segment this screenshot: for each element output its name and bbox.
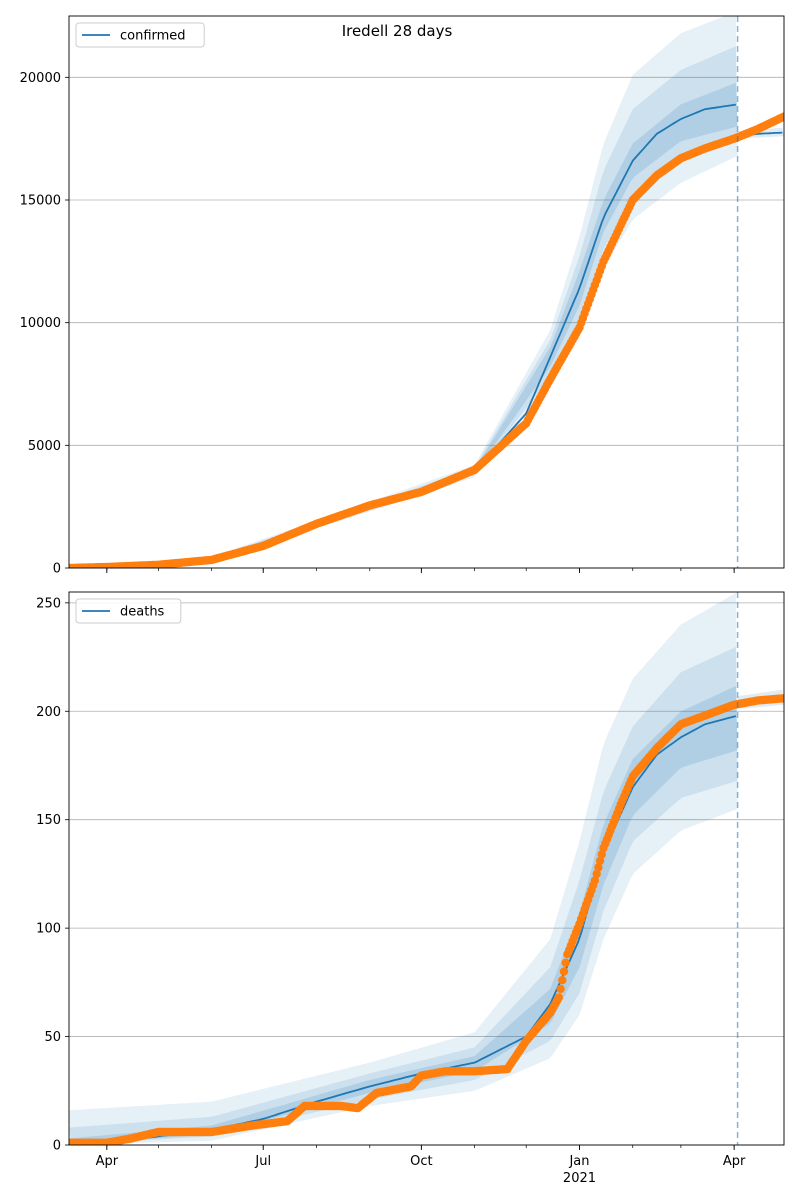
y-tick-label: 15000 [20,194,61,209]
uncertainty-band-inner [69,82,738,568]
legend-box [75,598,182,624]
x-tick-label: Apr [723,1154,746,1169]
x-year-label: 2021 [563,1171,596,1186]
x-tick-label: Oct [410,1154,432,1169]
uncertainty-band-middle [69,46,738,568]
y-tick-label: 0 [53,1139,61,1154]
legend-box [75,22,205,48]
figure-title: Iredell 28 days [342,22,453,40]
y-tick-label: 5000 [28,439,61,454]
legend: deaths [75,598,182,624]
legend-label: confirmed [120,29,186,44]
x-tick-label: Apr [96,1154,119,1169]
axes-frame [68,15,785,569]
y-tick-label: 150 [36,813,61,828]
observed-point [779,694,784,703]
legend: confirmed [75,22,205,48]
deaths-panel: 0 50 100 150 200 250 Apr Jul Oct Jan Apr 2021 deaths [36,591,785,1186]
uncertainty-band-inner [69,686,738,1145]
observed-point [559,967,569,976]
x-tick-label: Jul [254,1154,271,1169]
observed-point [595,856,605,866]
observed-point [597,850,606,859]
observed-point [561,958,570,967]
observed-point [594,863,603,872]
plot-area [69,16,784,568]
y-tick-label: 50 [44,1030,61,1045]
observed-point [592,869,601,879]
observed-point [779,112,784,121]
y-tick-label: 0 [53,562,61,577]
observed-point [590,876,600,885]
x-tick-label: Jan [568,1154,589,1169]
uncertainty-band-outer [69,16,738,568]
y-tick-label: 200 [36,705,61,720]
observed-point [556,984,565,994]
observed-point [558,976,567,985]
y-tick-label: 250 [36,596,61,611]
observed-point [554,993,563,1002]
plot-area [69,593,784,1145]
y-tick-label: 20000 [20,71,61,86]
uncertainty-band-middle [69,647,738,1145]
legend-label: deaths [120,605,165,620]
axes-frame [68,591,785,1146]
y-tick-label: 10000 [20,316,61,331]
uncertainty-band-outer [69,593,738,1145]
y-tick-label: 100 [36,922,61,937]
confirmed-panel: 0 5000 10000 15000 20000 confirmed [20,15,785,577]
